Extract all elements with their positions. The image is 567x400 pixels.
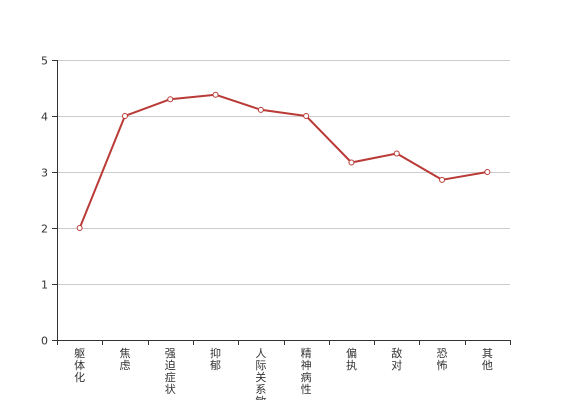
y-tick-label: 1 xyxy=(41,279,48,292)
y-tick-label: 5 xyxy=(41,55,48,68)
data-point[interactable] xyxy=(167,96,174,103)
y-tick-labels: 0 1 2 3 4 5 xyxy=(41,55,48,348)
axes xyxy=(52,60,511,345)
data-point[interactable] xyxy=(212,91,219,98)
x-tick-label: 恐怖 xyxy=(437,347,448,372)
y-tick-label: 4 xyxy=(41,111,48,124)
series-line xyxy=(78,93,488,229)
x-tick-label: 抑郁 xyxy=(210,346,221,372)
grid-lines xyxy=(57,60,510,285)
data-point[interactable] xyxy=(76,225,83,231)
data-point[interactable] xyxy=(121,113,128,119)
x-tick-labels: 躯体化 焦虑 强迫症状 抑郁 人际关系敏感 精神病性 偏执 敌对 恐怖 其他 xyxy=(74,346,493,400)
data-point[interactable] xyxy=(439,176,446,183)
x-tick-label: 敌对 xyxy=(391,346,402,372)
x-tick-label: 偏执 xyxy=(346,346,357,372)
data-point[interactable] xyxy=(303,113,310,119)
data-point[interactable] xyxy=(257,106,264,113)
data-point[interactable] xyxy=(393,150,400,157)
data-point[interactable] xyxy=(348,159,355,166)
x-tick-label: 焦虑 xyxy=(119,347,130,372)
x-tick-label: 人际关系敏感 xyxy=(255,347,266,400)
y-tick-label: 3 xyxy=(41,167,48,180)
series xyxy=(76,91,491,231)
x-tick-label: 强迫症状 xyxy=(165,347,176,396)
x-tick-label: 其他 xyxy=(482,347,493,372)
x-tick-label: 躯体化 xyxy=(74,347,85,384)
data-point[interactable] xyxy=(484,169,491,175)
y-tick-label: 0 xyxy=(41,335,48,348)
y-tick-label: 2 xyxy=(41,223,48,236)
x-tick-label: 精神病性 xyxy=(301,347,312,396)
